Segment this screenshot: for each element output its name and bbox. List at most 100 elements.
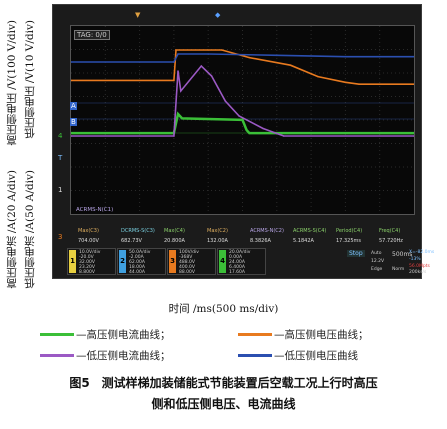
channel-number: 4 bbox=[219, 250, 226, 273]
y-axis-label-low-current: 低压侧电流 /A(50 A/div) bbox=[24, 170, 36, 289]
channel-readout: -368V bbox=[179, 255, 193, 260]
legend-label-high-current: —高压侧电流曲线； bbox=[76, 329, 171, 341]
y-axis-label-low-voltage: 低压侧电压 /V(10 V/div) bbox=[24, 20, 36, 139]
plot-area bbox=[70, 25, 415, 215]
data-point-series-3 bbox=[180, 90, 182, 92]
data-point-series-4 bbox=[173, 61, 175, 63]
measurement-name: Max(C3) bbox=[78, 228, 99, 234]
channel-info-box[interactable]: 3 100V/div -368V 488.0V 400.0V 88.00V bbox=[167, 248, 216, 275]
data-point-series-4 bbox=[177, 53, 179, 55]
data-point-series-2 bbox=[344, 81, 347, 84]
trigger-level: 12.2V bbox=[371, 259, 385, 264]
channel-marker-a: A bbox=[70, 102, 77, 110]
data-point-series-2 bbox=[71, 79, 72, 82]
legend-item-low-current: —低压侧电流曲线； bbox=[40, 348, 171, 363]
data-point-series-2 bbox=[289, 64, 292, 66]
data-point-series-4 bbox=[413, 55, 414, 58]
data-point-series-2 bbox=[221, 49, 223, 51]
channel-marker-1: 1 bbox=[58, 186, 63, 194]
channel-readout: 32.00V bbox=[79, 260, 95, 265]
data-point-series-1 bbox=[245, 129, 248, 131]
y-axis-label-high-voltage: 高压侧电压 /V(100 V/div) bbox=[6, 20, 18, 146]
delay-readout: X=-82.0ms bbox=[409, 250, 435, 255]
legend-item-high-current: —高压侧电流曲线； bbox=[40, 327, 171, 342]
trigger-marker-icon: ▼ bbox=[135, 11, 141, 19]
record-rate: Norm bbox=[392, 267, 405, 272]
data-point-series-3 bbox=[413, 135, 414, 137]
trigger-type: Edge bbox=[371, 267, 383, 272]
channel-readout: 18.00A bbox=[129, 265, 145, 270]
measurement-value: 20.800A bbox=[164, 238, 185, 244]
channel-readout: 488.0V bbox=[179, 260, 195, 265]
data-point-series-3 bbox=[238, 115, 240, 117]
timebase: 500ms bbox=[392, 251, 413, 258]
channel-number: 2 bbox=[119, 250, 126, 273]
channel-marker-3: 3 bbox=[58, 233, 63, 241]
timebase-offset: -13% bbox=[409, 257, 421, 262]
legend-label-low-voltage: —低压侧电压曲线 bbox=[274, 350, 358, 362]
data-point-series-2 bbox=[317, 75, 319, 78]
data-point-series-3 bbox=[262, 127, 264, 130]
legend-swatch-low-current bbox=[40, 354, 74, 357]
measurement-value: 132.00A bbox=[207, 238, 228, 244]
data-point-series-2 bbox=[173, 79, 175, 82]
series-line-2 bbox=[71, 49, 414, 86]
channel-readout: -2.00A bbox=[129, 255, 144, 260]
channel-marker-4: 4 bbox=[58, 132, 63, 140]
channel-readout: 400.0V bbox=[179, 265, 195, 270]
acrms-label: ACRMS-N(C1) bbox=[76, 207, 114, 213]
channel-info-box[interactable]: 1 10.0V/div -20.0V 32.00V 23.20V 8.800V bbox=[67, 248, 116, 275]
data-point-series-1 bbox=[71, 132, 72, 134]
data-point-series-3 bbox=[173, 135, 175, 137]
measurement-name: Period(C4) bbox=[336, 228, 363, 234]
legend-item-low-voltage: —低压侧电压曲线 bbox=[238, 348, 358, 363]
waveform-svg bbox=[71, 26, 414, 214]
series-line-3 bbox=[71, 64, 414, 137]
measurement-value: 704.00V bbox=[78, 238, 99, 244]
measurement-value: 57.720Hz bbox=[379, 238, 403, 244]
measurement-name: Freq(C4) bbox=[379, 228, 401, 234]
channel-marker-b: B bbox=[70, 118, 77, 126]
data-point-series-2 bbox=[413, 83, 414, 85]
data-point-series-3 bbox=[224, 100, 227, 102]
data-point-series-4 bbox=[276, 54, 278, 57]
data-point-series-3 bbox=[71, 135, 72, 137]
trigger-position-icon: ◆ bbox=[215, 11, 221, 19]
channel-readout: 50.0A/div bbox=[129, 250, 151, 255]
channel-readout: 8.800V bbox=[79, 270, 95, 275]
data-point-series-2 bbox=[248, 56, 251, 59]
measurement-value: 8.3826A bbox=[250, 238, 271, 244]
tag-counter: TAG: 0/0 bbox=[74, 30, 110, 40]
data-point-series-4 bbox=[344, 55, 347, 58]
channel-info-box[interactable]: 2 50.0A/div -2.00A 62.00A 18.00A 44.00A bbox=[117, 248, 166, 275]
legend-label-high-voltage: —高压侧电压曲线； bbox=[274, 329, 369, 341]
data-point-series-2 bbox=[175, 49, 177, 51]
channel-readout: 24.00A bbox=[229, 260, 245, 265]
data-point-series-3 bbox=[200, 65, 203, 67]
data-point-series-4 bbox=[207, 53, 209, 55]
trigger-mode: Auto bbox=[371, 251, 382, 256]
figure-caption-line-2: 侧和低压侧电压、电流曲线 bbox=[151, 397, 296, 411]
channel-number: 1 bbox=[69, 250, 76, 273]
channel-readout: -20.0V bbox=[79, 255, 94, 260]
record-length: 200ks/s bbox=[409, 270, 427, 275]
channel-info-box[interactable]: 4 20.0A/div 0.00A 24.00A 6.400A 17.60A bbox=[217, 248, 266, 275]
y-axis-label-high-current: 高压侧电流 /A(20 A/div) bbox=[6, 170, 18, 289]
measurement-name: Max(C4) bbox=[164, 228, 185, 234]
channel-readout: 100V/div bbox=[179, 250, 199, 255]
channel-readout: 62.00A bbox=[129, 260, 145, 265]
channel-readout: 0.00A bbox=[229, 255, 243, 260]
legend-swatch-high-current bbox=[40, 333, 74, 336]
channel-readout: 17.60A bbox=[229, 270, 245, 275]
channel-readout: 10.0V/div bbox=[79, 250, 101, 255]
data-point-series-1 bbox=[248, 132, 251, 134]
run-status[interactable]: Stop bbox=[347, 250, 365, 257]
channel-readout: 44.00A bbox=[129, 270, 145, 275]
measurement-value: 5.1842A bbox=[293, 238, 314, 244]
legend-label-low-current: —低压侧电流曲线； bbox=[76, 350, 171, 362]
measurement-value: 682.73V bbox=[121, 238, 142, 244]
legend-swatch-low-voltage bbox=[238, 354, 272, 357]
measurement-name: ACRMS-S(C4) bbox=[293, 228, 327, 234]
figure-caption-line-1: 图5 测试样梯加装储能式节能装置后空载工况上行时高压 bbox=[69, 376, 378, 390]
data-point-series-3 bbox=[177, 70, 179, 72]
